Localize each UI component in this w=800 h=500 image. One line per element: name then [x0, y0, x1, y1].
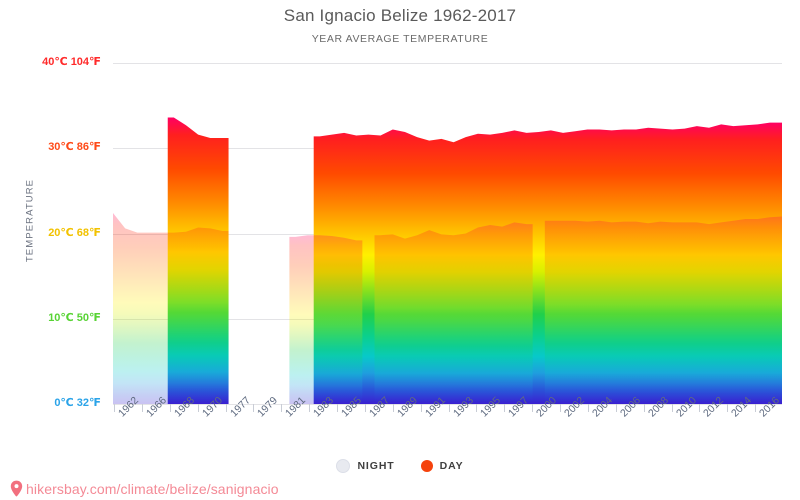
x-axis-tick: [671, 404, 673, 412]
x-axis-tick: [392, 404, 394, 412]
night-swatch-icon: [336, 459, 351, 473]
legend-label-day: DAY: [439, 460, 464, 472]
x-axis-tick: [699, 404, 701, 412]
x-axis-tick: [448, 404, 450, 412]
x-axis-tick: [337, 404, 338, 412]
night-area-segment: [544, 216, 782, 404]
x-axis-tick: [309, 404, 311, 412]
x-axis-tick: [727, 404, 729, 412]
x-axis-tick: [587, 404, 589, 412]
x-axis-tick: [420, 404, 422, 412]
x-axis-tick: [114, 404, 115, 412]
page-title: San Ignacio Belize 1962-2017: [283, 6, 517, 25]
area-chart-svg: [113, 117, 782, 404]
night-area-segment: [113, 213, 229, 404]
legend-item-day[interactable]: DAY: [420, 460, 464, 472]
footer-watermark[interactable]: hikersbay.com/climate/belize/sanignacio: [10, 480, 279, 497]
y-axis-tick-label: 40℃ 104℉: [42, 56, 101, 68]
y-axis-title: TEMPERATURE: [24, 178, 36, 263]
chart-legend: NIGHT DAY: [0, 459, 800, 473]
map-pin-icon: [10, 480, 23, 497]
plot-area: [113, 63, 782, 404]
footer-url[interactable]: hikersbay.com/climate/belize/sanignacio: [26, 480, 279, 497]
x-axis-tick: [169, 404, 171, 412]
x-axis-tick: [364, 404, 366, 412]
day-swatch-icon: [420, 460, 433, 472]
night-series-area: [113, 213, 782, 404]
x-axis-tick: [560, 404, 561, 412]
y-axis-tick-label: 30℃ 86℉: [48, 141, 101, 154]
chart-subtitle: YEAR AVERAGE TEMPERATURE: [311, 33, 489, 45]
x-axis-tick: [615, 404, 617, 412]
x-axis-tick: [141, 404, 143, 412]
x-axis-tick: [253, 404, 255, 412]
y-axis-tick-label: 20℃ 68℉: [48, 226, 101, 239]
x-axis-tick: [225, 404, 227, 412]
x-axis-tick: [281, 404, 283, 412]
x-axis-tick: [197, 404, 199, 412]
gridline: [113, 404, 782, 405]
y-axis-tick-label: 0℃ 32℉: [54, 397, 101, 409]
x-axis-tick: [504, 404, 506, 412]
x-axis-tick: [476, 404, 478, 412]
y-axis-tick-label: 10℃ 50℉: [48, 311, 101, 324]
x-axis-tick: [532, 404, 534, 412]
x-axis-tick: [643, 404, 645, 412]
x-axis-tick: [755, 404, 757, 412]
night-area-segment: [289, 235, 363, 404]
gridline: [113, 63, 782, 64]
legend-label-night: NIGHT: [357, 460, 395, 472]
legend-item-night[interactable]: NIGHT: [336, 459, 394, 473]
night-area-segment: [374, 222, 533, 404]
